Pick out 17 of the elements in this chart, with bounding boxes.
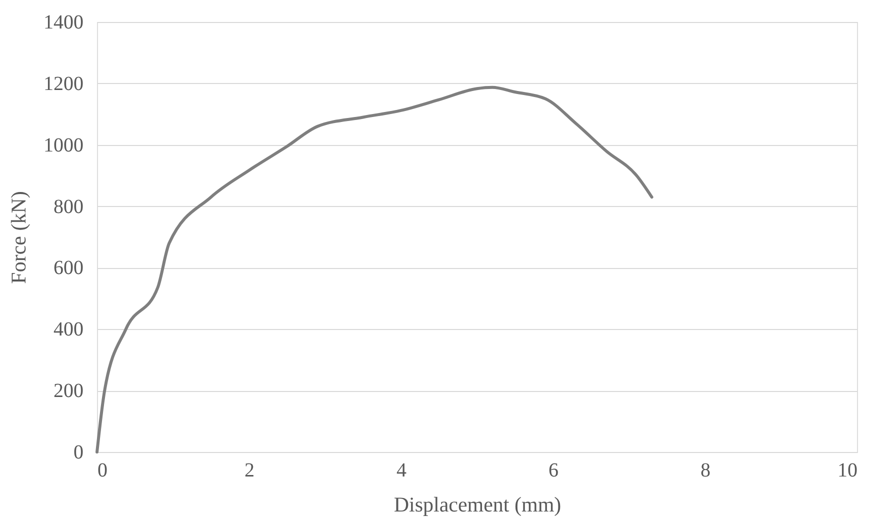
- y-tick-label: 1400: [44, 12, 84, 34]
- y-tick-label: 600: [54, 257, 84, 280]
- y-tick-label: 1200: [44, 72, 84, 95]
- x-axis-title: Displacement (mm): [394, 492, 562, 516]
- y-tick-label: 0: [74, 442, 84, 464]
- x-tick-label: 6: [548, 460, 558, 482]
- x-tick-label: 10: [838, 460, 858, 482]
- line-series: [96, 86, 654, 454]
- x-tick-label: 0: [98, 460, 108, 482]
- y-tick-label: 1000: [44, 134, 84, 156]
- y-tick-label: 800: [54, 196, 84, 218]
- x-tick-label: 8: [700, 460, 710, 482]
- y-axis-title: Force (kN): [6, 191, 30, 284]
- y-tick-label: 400: [54, 318, 84, 341]
- y-tick-label: 200: [54, 380, 84, 402]
- x-tick-label: 4: [396, 460, 406, 482]
- x-tick-label: 2: [244, 460, 254, 482]
